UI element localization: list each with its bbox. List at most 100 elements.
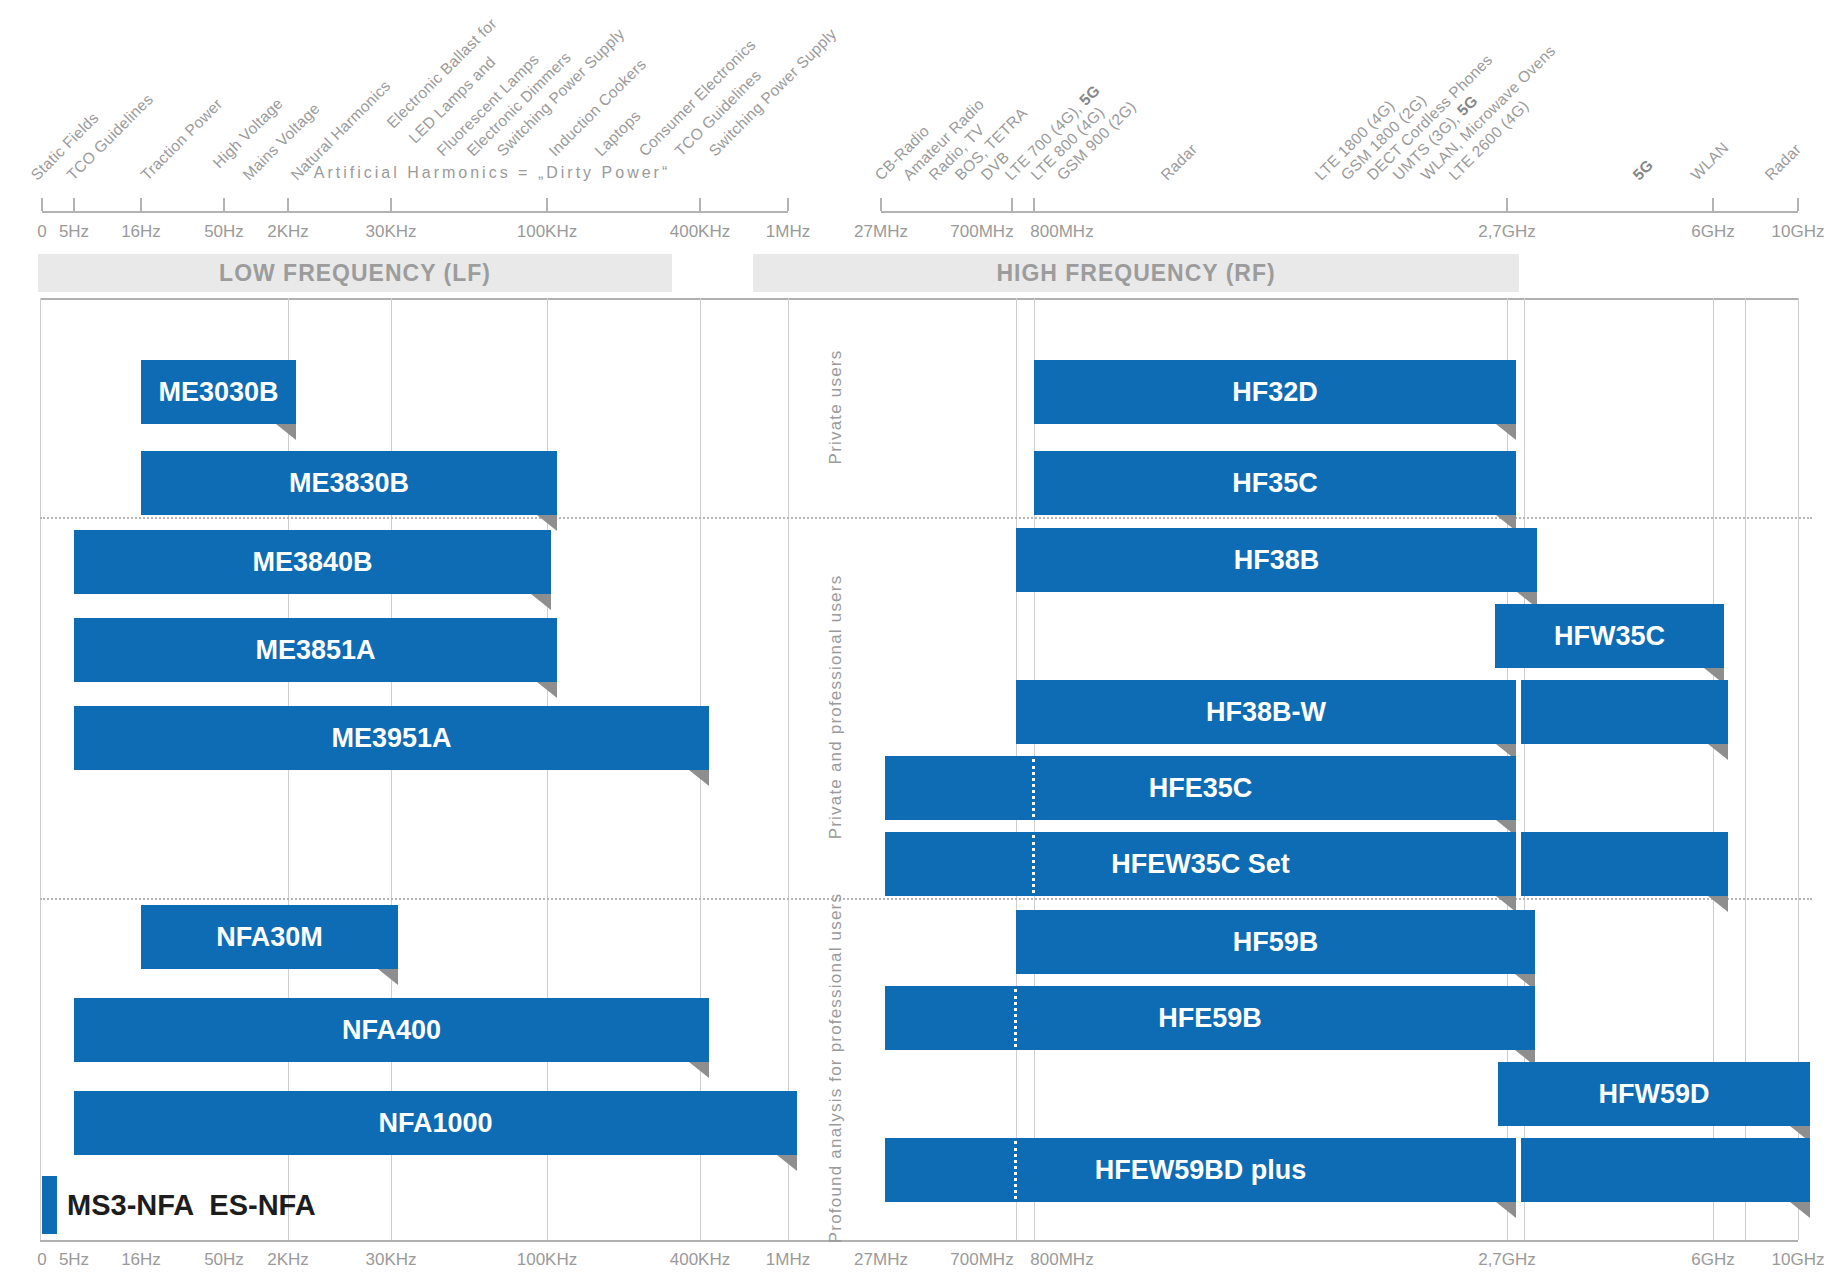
bar-end-arrow xyxy=(1790,1202,1810,1218)
bar-end-arrow xyxy=(537,515,557,531)
bar-end-arrow xyxy=(1496,424,1516,440)
axis-tick-5hz xyxy=(73,198,75,211)
high-frequency-title: HIGH FREQUENCY (RF) xyxy=(996,260,1275,287)
bar-end-arrow xyxy=(1708,896,1728,912)
bottom-tick-label-10ghz: 10GHz xyxy=(1772,1250,1825,1270)
range-extension-divider xyxy=(1032,759,1035,817)
bar-me3840b: ME3840B xyxy=(74,530,551,594)
axis-tick-2khz xyxy=(287,198,289,211)
bar-label-me3851a: ME3851A xyxy=(255,635,375,666)
top-tick-label-10ghz: 10GHz xyxy=(1772,222,1825,242)
bar-label-hf35c: HF35C xyxy=(1232,468,1318,499)
bar-hf59b: HF59B xyxy=(1016,910,1535,974)
bar-end-arrow xyxy=(1708,744,1728,760)
bar-label-me3830b: ME3830B xyxy=(289,468,409,499)
range-extension-divider xyxy=(1014,1141,1017,1199)
bar-label-hfe35c: HFE35C xyxy=(1149,773,1253,804)
bar-end-arrow xyxy=(537,682,557,698)
group-label-private-users: Private users xyxy=(826,350,846,465)
axis-tick-100khz xyxy=(546,198,548,211)
bottom-axis-line xyxy=(40,1240,1798,1242)
top-tick-label-100khz: 100KHz xyxy=(517,222,577,242)
group-separator xyxy=(40,898,1812,900)
bar-hfew59bd-plus: HFEW59BD plus xyxy=(885,1138,1516,1202)
bar-hfew35c-set: HFEW35C Set xyxy=(885,832,1516,896)
bar-label-hfe59b: HFE59B xyxy=(1158,1003,1262,1034)
bottom-tick-label-700mhz: 700MHz xyxy=(950,1250,1013,1270)
top-tick-label-5hz: 5Hz xyxy=(59,222,89,242)
top-tick-label-400khz: 400KHz xyxy=(670,222,730,242)
bar-end-arrow xyxy=(689,1062,709,1078)
bar-label-hf38b: HF38B xyxy=(1234,545,1320,576)
bar-label-nfa30m: NFA30M xyxy=(216,922,323,953)
bar-nfa400: NFA400 xyxy=(74,998,709,1062)
bottom-tick-label-5hz: 5Hz xyxy=(59,1250,89,1270)
bottom-tick-label-16hz: 16Hz xyxy=(121,1250,161,1270)
bar-label-hfew35c-set: HFEW35C Set xyxy=(1111,849,1290,880)
low-frequency-title: LOW FREQUENCY (LF) xyxy=(219,260,491,287)
bar-label-hfw35c: HFW35C xyxy=(1554,621,1665,652)
bar-nfa30m: NFA30M xyxy=(141,905,398,969)
group-separator xyxy=(40,517,1812,519)
top-tick-label-800mhz: 800MHz xyxy=(1030,222,1093,242)
bottom-tick-label-1mhz: 1MHz xyxy=(766,1250,810,1270)
range-extension-divider xyxy=(1032,835,1035,893)
axis-tick-27mhz xyxy=(880,198,882,211)
diagonal-label-text: Radar xyxy=(1761,140,1805,184)
bar-me3851a: ME3851A xyxy=(74,618,557,682)
bar-label-nfa400: NFA400 xyxy=(342,1015,441,1046)
top-tick-label-50hz: 50Hz xyxy=(204,222,244,242)
bar-label-nfa1000: NFA1000 xyxy=(378,1108,492,1139)
bottom-tick-label-2khz: 2KHz xyxy=(267,1250,309,1270)
bar-hf38b-w xyxy=(1521,680,1728,744)
bar-label-hfew59bd-plus: HFEW59BD plus xyxy=(1095,1155,1307,1186)
gridline xyxy=(40,298,41,1240)
bottom-tick-label-30khz: 30KHz xyxy=(365,1250,416,1270)
top-tick-label-2-7ghz: 2,7GHz xyxy=(1478,222,1536,242)
axis-tick-800mhz xyxy=(1033,198,1035,211)
top-tick-label-30khz: 30KHz xyxy=(365,222,416,242)
axis-tick-1mhz xyxy=(787,198,789,211)
bar-hfew35c-set xyxy=(1521,832,1728,896)
bar-end-arrow xyxy=(531,594,551,610)
frequency-coverage-chart: Artificial Harmonics = „Dirty Power“ LOW… xyxy=(0,0,1846,1277)
top-tick-label-16hz: 16Hz xyxy=(121,222,161,242)
bar-label-hf59b: HF59B xyxy=(1233,927,1319,958)
diagonal-label-text: WLAN xyxy=(1687,139,1732,184)
axis-tick-0 xyxy=(41,198,43,211)
bar-end-arrow xyxy=(276,424,296,440)
top-tick-label-27mhz: 27MHz xyxy=(854,222,908,242)
bar-hfw35c: HFW35C xyxy=(1495,604,1724,668)
diagonal-label-text: Radar xyxy=(1157,140,1201,184)
bar-end-arrow xyxy=(689,770,709,786)
bottom-tick-label-0: 0 xyxy=(37,1250,46,1270)
bar-hfw59d: HFW59D xyxy=(1498,1062,1810,1126)
bar-label-me3951a: ME3951A xyxy=(331,723,451,754)
bottom-tick-label-100khz: 100KHz xyxy=(517,1250,577,1270)
bottom-tick-label-2-7ghz: 2,7GHz xyxy=(1478,1250,1536,1270)
bar-label-me3840b: ME3840B xyxy=(252,547,372,578)
top-tick-label-1mhz: 1MHz xyxy=(766,222,810,242)
lf-axis-line xyxy=(42,211,788,213)
bar-hfew59bd-plus xyxy=(1521,1138,1810,1202)
bar-ms3-nfa-es-nfa xyxy=(42,1176,57,1234)
group-label-profound-analysis-for-professional-users: Profound analysis for professional users xyxy=(826,893,846,1243)
axis-tick-30khz xyxy=(390,198,392,211)
bottom-tick-label-50hz: 50Hz xyxy=(204,1250,244,1270)
bottom-tick-label-6ghz: 6GHz xyxy=(1691,1250,1734,1270)
axis-tick-10ghz xyxy=(1797,198,1799,211)
bar-hf38b: HF38B xyxy=(1016,528,1537,592)
bar-label-hf32d: HF32D xyxy=(1232,377,1318,408)
hf-axis-line xyxy=(881,211,1798,213)
bar-hfe35c: HFE35C xyxy=(885,756,1516,820)
axis-tick-400khz xyxy=(699,198,701,211)
axis-tick-6ghz xyxy=(1712,198,1714,211)
section-header-high-frequency: HIGH FREQUENCY (RF) xyxy=(753,254,1519,292)
bottom-tick-label-400khz: 400KHz xyxy=(670,1250,730,1270)
bar-end-arrow xyxy=(1496,1202,1516,1218)
top-tick-label-0: 0 xyxy=(37,222,46,242)
bar-hf32d: HF32D xyxy=(1034,360,1516,424)
bar-hf35c: HF35C xyxy=(1034,451,1516,515)
top-tick-label-700mhz: 700MHz xyxy=(950,222,1013,242)
bottom-tick-label-27mhz: 27MHz xyxy=(854,1250,908,1270)
